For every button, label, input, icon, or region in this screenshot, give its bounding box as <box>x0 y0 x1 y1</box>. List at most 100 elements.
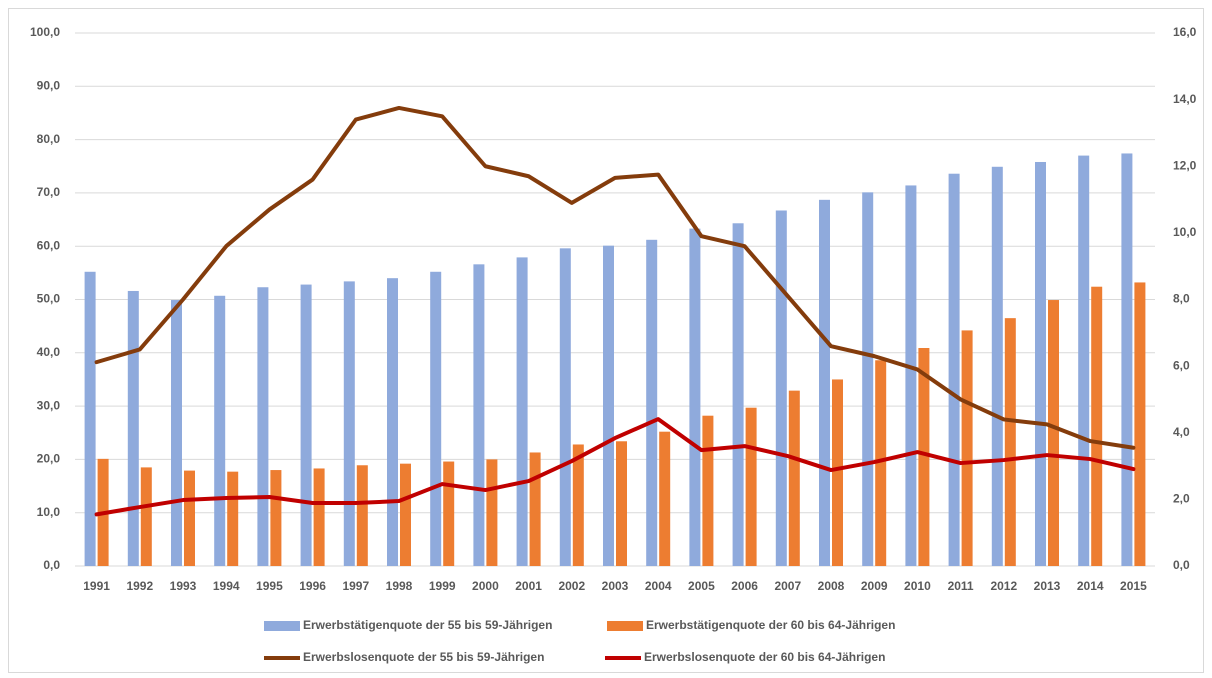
legend-swatch <box>607 621 643 631</box>
bar <box>529 452 541 566</box>
bar <box>430 271 442 566</box>
x-tick-label: 2015 <box>1120 579 1147 593</box>
bar <box>788 390 800 566</box>
bar <box>689 228 701 566</box>
legend-swatch <box>264 621 300 631</box>
bar <box>832 379 843 566</box>
y-tick-label: 80,0 <box>37 132 61 146</box>
y2-tick-label: 12,0 <box>1173 158 1197 172</box>
y-tick-label: 90,0 <box>37 78 61 92</box>
line <box>94 417 1136 517</box>
bar <box>819 199 830 567</box>
y-tick-label: 50,0 <box>37 292 61 306</box>
bar <box>300 284 312 566</box>
bar <box>214 295 226 566</box>
bar <box>1134 282 1146 566</box>
x-tick-label: 2012 <box>990 579 1017 593</box>
y-tick-label: 10,0 <box>37 505 61 519</box>
bar <box>387 278 398 566</box>
bar <box>659 431 671 566</box>
bar <box>516 257 528 566</box>
x-tick-label: 1996 <box>299 579 326 593</box>
x-tick-label: 1999 <box>429 579 456 593</box>
y2-tick-label: 4,0 <box>1173 425 1190 439</box>
x-tick-label: 2001 <box>515 579 542 593</box>
bar <box>702 415 714 566</box>
line <box>94 105 1136 450</box>
legend-label: Erwerbstätigenquote der 55 bis 59-Jährig… <box>303 618 552 632</box>
y2-tick-label: 14,0 <box>1173 92 1197 106</box>
x-tick-label: 1997 <box>342 579 369 593</box>
x-tick-label: 2007 <box>774 579 801 593</box>
x-tick-label: 2002 <box>558 579 585 593</box>
y2-tick-label: 10,0 <box>1173 225 1197 239</box>
bar <box>961 330 973 566</box>
legend-label: Erwerbstätigenquote der 60 bis 64-Jährig… <box>646 618 895 632</box>
x-tick-label: 1992 <box>126 579 153 593</box>
x-tick-label: 1993 <box>170 579 197 593</box>
y-tick-label: 0,0 <box>43 558 60 572</box>
x-tick-label: 2003 <box>602 579 629 593</box>
bar <box>343 281 355 566</box>
bar <box>486 459 498 566</box>
y2-tick-label: 0,0 <box>1173 558 1190 572</box>
x-tick-label: 2014 <box>1077 579 1104 593</box>
legend-label: Erwerbslosenquote der 60 bis 64-Jährigen <box>644 650 885 664</box>
x-tick-label: 1994 <box>213 579 240 593</box>
bar <box>775 210 787 566</box>
y-tick-label: 70,0 <box>37 185 61 199</box>
y2-tick-label: 16,0 <box>1173 25 1197 39</box>
y-tick-label: 60,0 <box>37 238 61 252</box>
bar <box>745 407 757 566</box>
x-tick-label: 2013 <box>1034 579 1061 593</box>
y-tick-label: 20,0 <box>37 452 61 466</box>
bar <box>313 468 325 566</box>
bar <box>127 290 139 566</box>
bar <box>991 166 1003 566</box>
bar <box>400 463 411 566</box>
bar <box>905 185 917 567</box>
bar <box>257 287 269 566</box>
bar <box>84 271 96 566</box>
bar <box>443 461 455 566</box>
bar <box>1091 286 1103 566</box>
bar <box>918 348 930 566</box>
x-tick-label: 2005 <box>688 579 715 593</box>
bar <box>572 444 584 566</box>
bar <box>140 467 152 566</box>
x-tick-label: 2009 <box>861 579 888 593</box>
x-tick-label: 2010 <box>904 579 931 593</box>
x-tick-label: 2004 <box>645 579 672 593</box>
bar <box>875 360 887 566</box>
bar <box>356 465 368 566</box>
bar <box>184 470 195 566</box>
x-tick-label: 1991 <box>83 579 110 593</box>
bar <box>862 192 874 566</box>
legend-label: Erwerbslosenquote der 55 bis 59-Jährigen <box>303 650 544 664</box>
bar <box>732 223 744 566</box>
y2-tick-label: 6,0 <box>1173 358 1190 372</box>
bar <box>646 239 658 566</box>
y-tick-label: 100,0 <box>30 25 60 39</box>
y-tick-label: 40,0 <box>37 345 61 359</box>
bar <box>559 248 571 566</box>
bar <box>171 300 182 566</box>
bar <box>1078 155 1090 566</box>
bar <box>948 173 960 566</box>
x-tick-label: 2011 <box>948 579 974 593</box>
y2-tick-label: 2,0 <box>1173 492 1190 506</box>
y2-tick-label: 8,0 <box>1173 292 1190 306</box>
bar <box>473 264 485 566</box>
x-tick-label: 1995 <box>256 579 283 593</box>
bar <box>1121 153 1133 566</box>
bar <box>603 245 614 567</box>
y-tick-label: 30,0 <box>37 398 61 412</box>
bar <box>227 471 239 566</box>
bar <box>616 441 627 566</box>
x-tick-label: 2000 <box>472 579 499 593</box>
x-tick-label: 2008 <box>818 579 845 593</box>
bar <box>1048 300 1059 566</box>
bar <box>270 470 282 566</box>
x-tick-label: 2006 <box>731 579 758 593</box>
